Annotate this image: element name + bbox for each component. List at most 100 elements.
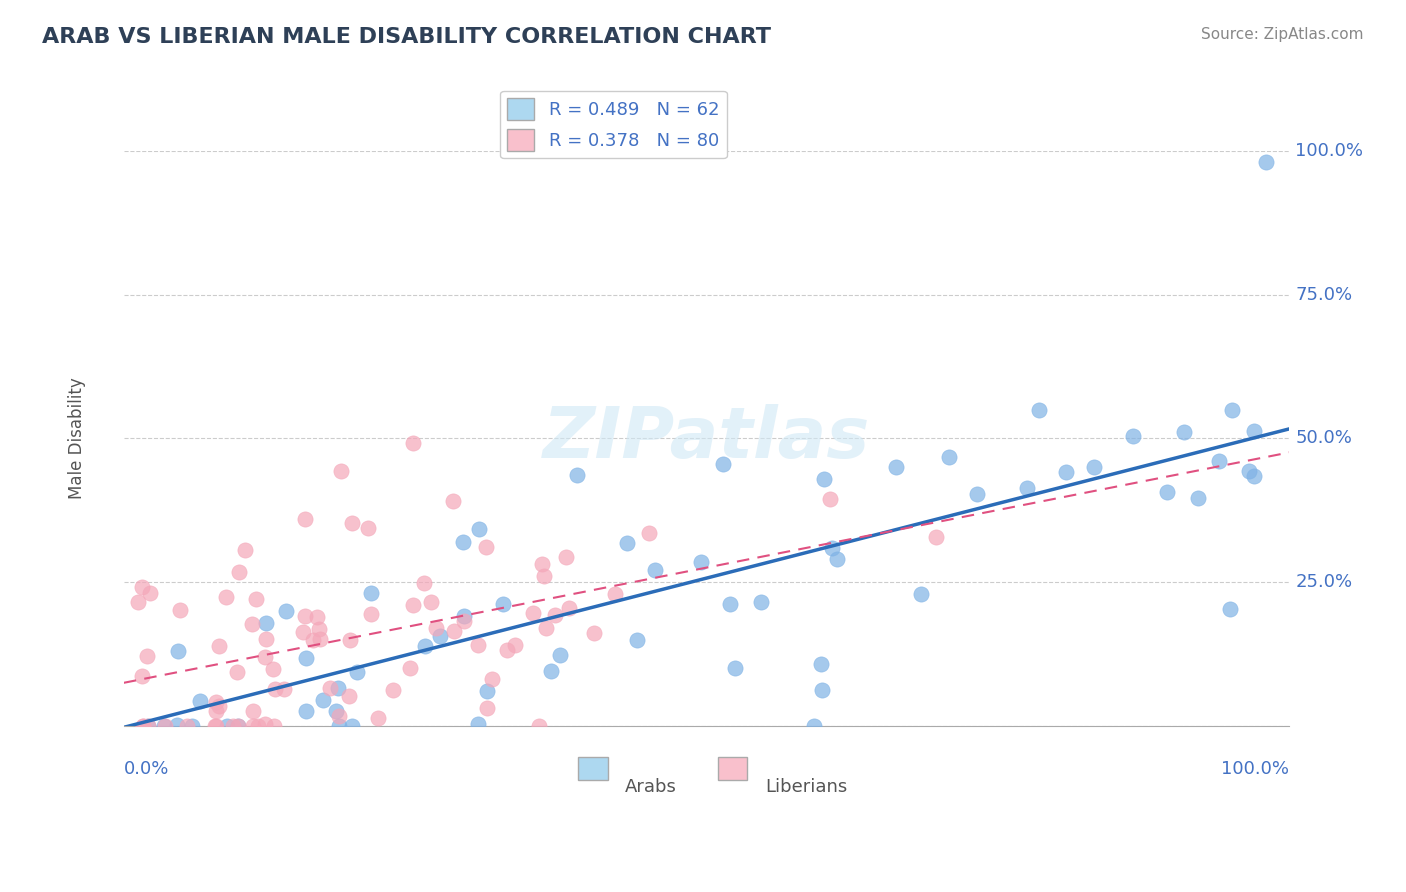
Point [1256, 155, 1278, 169]
Text: 50.0%: 50.0% [1295, 429, 1353, 447]
Point [1173, 425, 1195, 439]
Point [136, 718, 159, 732]
Point [139, 586, 162, 600]
Point [311, 693, 333, 707]
Point [205, 704, 228, 718]
Point [550, 648, 572, 662]
Point [208, 698, 231, 713]
Point [242, 704, 264, 718]
Point [208, 639, 231, 653]
Point [342, 719, 364, 733]
Point [302, 632, 325, 647]
Point [254, 632, 277, 646]
Point [583, 626, 606, 640]
Point [346, 665, 368, 680]
Point [475, 540, 498, 554]
Point [522, 606, 544, 620]
Point [340, 516, 363, 531]
Point [690, 555, 713, 569]
Point [534, 621, 557, 635]
Point [131, 669, 153, 683]
Point [558, 600, 581, 615]
Point [441, 494, 464, 508]
Text: Male Disability: Male Disability [69, 377, 86, 500]
Point [367, 711, 389, 725]
Point [938, 450, 960, 464]
Point [821, 541, 844, 556]
Point [337, 689, 360, 703]
Point [1054, 465, 1077, 479]
Point [294, 609, 316, 624]
Point [215, 590, 238, 604]
Point [749, 594, 772, 608]
Point [381, 683, 404, 698]
Point [246, 719, 269, 733]
Point [419, 595, 441, 609]
Point [429, 629, 451, 643]
Legend: R = 0.489   N = 62, R = 0.378   N = 80: R = 0.489 N = 62, R = 0.378 N = 80 [501, 91, 727, 159]
Point [1187, 491, 1209, 506]
Point [1122, 429, 1144, 443]
Point [308, 622, 330, 636]
Point [294, 512, 316, 526]
Point [226, 719, 249, 733]
Point [626, 632, 648, 647]
Point [616, 536, 638, 550]
Point [242, 719, 264, 733]
Point [339, 632, 361, 647]
Point [328, 719, 350, 733]
Point [132, 719, 155, 733]
Point [910, 587, 932, 601]
Point [544, 607, 567, 622]
Point [527, 719, 550, 733]
Point [273, 681, 295, 696]
Point [1208, 454, 1230, 468]
Point [638, 525, 661, 540]
Point [226, 665, 249, 679]
Text: 100.0%: 100.0% [1222, 760, 1289, 779]
Point [153, 719, 176, 733]
Point [233, 542, 256, 557]
Point [294, 650, 316, 665]
Point [453, 614, 475, 628]
Point [825, 552, 848, 566]
Point [294, 704, 316, 718]
Point [966, 487, 988, 501]
Text: Arabs: Arabs [626, 778, 676, 796]
Point [262, 662, 284, 676]
Point [925, 530, 948, 544]
Point [724, 661, 747, 675]
Point [180, 719, 202, 733]
Point [240, 617, 263, 632]
Point [176, 719, 198, 733]
Point [1243, 469, 1265, 483]
Point [228, 566, 250, 580]
Point [136, 648, 159, 663]
Text: 100.0%: 100.0% [1295, 142, 1364, 160]
Point [1028, 402, 1050, 417]
Point [803, 719, 825, 733]
Point [1220, 402, 1243, 417]
Point [415, 639, 437, 653]
Point [475, 700, 498, 714]
Point [718, 597, 741, 611]
Point [644, 563, 666, 577]
Text: Source: ZipAtlas.com: Source: ZipAtlas.com [1201, 27, 1364, 42]
Point [153, 719, 176, 733]
Point [204, 719, 226, 733]
Point [254, 615, 277, 630]
Point [204, 719, 226, 733]
Point [555, 550, 578, 565]
Point [221, 719, 243, 733]
Point [467, 716, 489, 731]
Point [810, 657, 832, 672]
Point [166, 718, 188, 732]
Point [360, 585, 382, 599]
Text: 25.0%: 25.0% [1295, 573, 1353, 591]
Point [360, 607, 382, 622]
Point [136, 719, 159, 733]
Point [330, 464, 353, 478]
Point [402, 436, 425, 450]
Point [711, 457, 734, 471]
Point [254, 716, 277, 731]
